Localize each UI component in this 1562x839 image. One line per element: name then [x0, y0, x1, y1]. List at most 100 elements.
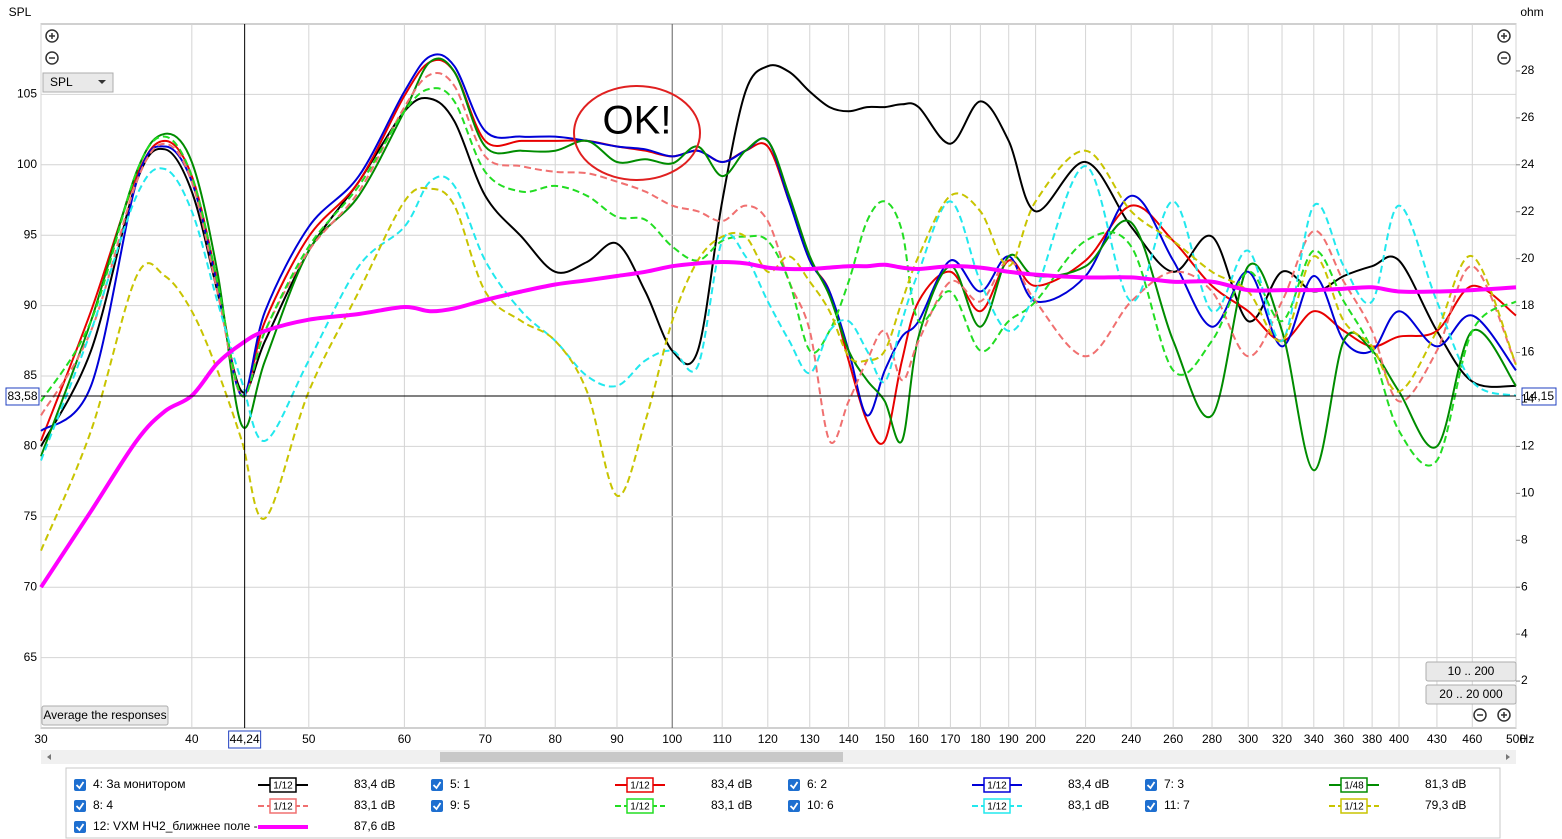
legend-checkbox[interactable] — [1145, 779, 1157, 791]
legend-checkbox[interactable] — [74, 821, 86, 833]
x-tick-label: 320 — [1272, 732, 1292, 746]
legend-smoothing-box — [1340, 798, 1368, 814]
legend-checkbox[interactable] — [788, 779, 800, 791]
legend-check — [1146, 781, 1156, 790]
x-tick-label: 200 — [1026, 732, 1046, 746]
y2-tick-label: 16 — [1521, 345, 1535, 359]
button-label: 20 .. 20 000 — [1439, 687, 1503, 701]
legend-smoothing-box — [269, 798, 297, 814]
legend-level: 81,3 dB — [1425, 777, 1466, 791]
legend-name: 11: 7 — [1164, 798, 1190, 812]
y2-tick-label: 10 — [1521, 486, 1535, 500]
legend-smoothing-box — [626, 798, 654, 814]
x-tick-label: 160 — [909, 732, 929, 746]
y2-tick-label: 4 — [1521, 626, 1528, 640]
scrollbar[interactable] — [41, 750, 1516, 764]
y-tick-label: 90 — [24, 298, 38, 312]
legend-smoothing: 1/12 — [1344, 802, 1364, 813]
legend-check — [75, 802, 85, 811]
dropdown[interactable]: SPL — [42, 72, 114, 93]
x-tick-label: 500 — [1506, 732, 1526, 746]
x-tick-label: 130 — [800, 732, 820, 746]
y2-tick-label: 14 — [1521, 392, 1535, 406]
x-tick-label: 380 — [1362, 732, 1382, 746]
legend-name: 8: 4 — [93, 798, 113, 812]
y2-tick-label: 6 — [1521, 579, 1528, 593]
cursor-y-label: 83,58 — [7, 389, 37, 403]
y2-tick-label: 8 — [1521, 532, 1528, 546]
legend-name: 7: 3 — [1164, 777, 1184, 791]
series-line — [39, 260, 1517, 589]
cursor-x-label-box — [228, 730, 262, 749]
cursor: 83,58 14,15 44,24 — [5, 24, 1557, 749]
y2-tick-label: 2 — [1521, 673, 1528, 687]
x-tick-label: 150 — [875, 732, 895, 746]
legend-smoothing: 1/12 — [273, 781, 293, 792]
legend-checkbox[interactable] — [431, 779, 443, 791]
y2-tick-label: 20 — [1521, 251, 1535, 265]
legend-check — [432, 802, 442, 811]
x-axis-label: Hz — [1520, 732, 1535, 746]
button-label: 10 .. 200 — [1448, 664, 1495, 678]
range-button[interactable]: 20 .. 20 000 — [1425, 684, 1517, 705]
x-tick-label: 460 — [1462, 732, 1482, 746]
y2-tick-label: 12 — [1521, 439, 1535, 453]
average-button[interactable]: Average the responses — [41, 705, 169, 726]
range-button[interactable]: 10 .. 200 — [1425, 661, 1517, 682]
legend-smoothing: 1/12 — [987, 781, 1007, 792]
legend-checkbox[interactable] — [74, 800, 86, 812]
y2-tick-label: 24 — [1521, 157, 1535, 171]
x-tick-label: 80 — [549, 732, 563, 746]
dropdown-label: SPL — [50, 75, 73, 89]
legend-level: 83,4 dB — [354, 777, 395, 791]
legend-level: 87,6 dB — [354, 819, 395, 833]
legend-checkbox[interactable] — [788, 800, 800, 812]
x-tick-label: 30 — [34, 732, 48, 746]
legend-check — [75, 823, 85, 832]
series-line — [40, 149, 1517, 551]
legend-check — [75, 781, 85, 790]
x-tick-label: 60 — [398, 732, 412, 746]
legend-checkbox[interactable] — [431, 800, 443, 812]
series-line — [40, 58, 1517, 445]
legend-check — [789, 802, 799, 811]
x-tick-label: 170 — [940, 732, 960, 746]
legend-smoothing: 1/48 — [1344, 781, 1364, 792]
y-tick-label: 105 — [17, 87, 37, 101]
x-tick-label: 340 — [1304, 732, 1324, 746]
x-tick-label: 90 — [610, 732, 624, 746]
x-tick-label: 70 — [479, 732, 493, 746]
legend-name: 6: 2 — [807, 777, 827, 791]
y2-tick-label: 22 — [1521, 204, 1535, 218]
legend-checkbox[interactable] — [74, 779, 86, 791]
x-tick-label: 180 — [970, 732, 990, 746]
y-tick-label: 65 — [24, 650, 38, 664]
x-tick-label: 430 — [1427, 732, 1447, 746]
y-axis-label: SPL — [9, 5, 32, 19]
x-tick-label: 400 — [1389, 732, 1409, 746]
legend: 4: За монитором 1/12 83,4 dB 5: 1 1/12 83,4 d… — [74, 777, 1466, 833]
legend-name: 10: 6 — [807, 798, 834, 812]
x-tick-label: 190 — [999, 732, 1019, 746]
x-tick-label: 240 — [1121, 732, 1141, 746]
legend-smoothing-box — [269, 777, 297, 793]
legend-level: 83,4 dB — [1068, 777, 1109, 791]
series-line — [40, 57, 1517, 472]
curves — [39, 53, 1517, 589]
x-tick-label: 50 — [302, 732, 316, 746]
legend-name: 5: 1 — [450, 777, 470, 791]
y2-tick-label: 26 — [1521, 110, 1535, 124]
x-tick-label: 260 — [1163, 732, 1183, 746]
zoom-controls[interactable] — [45, 29, 1511, 722]
x-tick-label: 360 — [1334, 732, 1354, 746]
y-tick-label: 85 — [24, 368, 38, 382]
x-tick-label: 110 — [713, 732, 732, 746]
legend-smoothing: 1/12 — [273, 802, 293, 813]
legend-checkbox[interactable] — [1145, 800, 1157, 812]
legend-level: 83,1 dB — [354, 798, 395, 812]
legend-level: 83,1 dB — [1068, 798, 1109, 812]
x-tick-label: 220 — [1076, 732, 1096, 746]
legend-level: 83,1 dB — [711, 798, 752, 812]
button-label: Average the responses — [43, 708, 166, 722]
